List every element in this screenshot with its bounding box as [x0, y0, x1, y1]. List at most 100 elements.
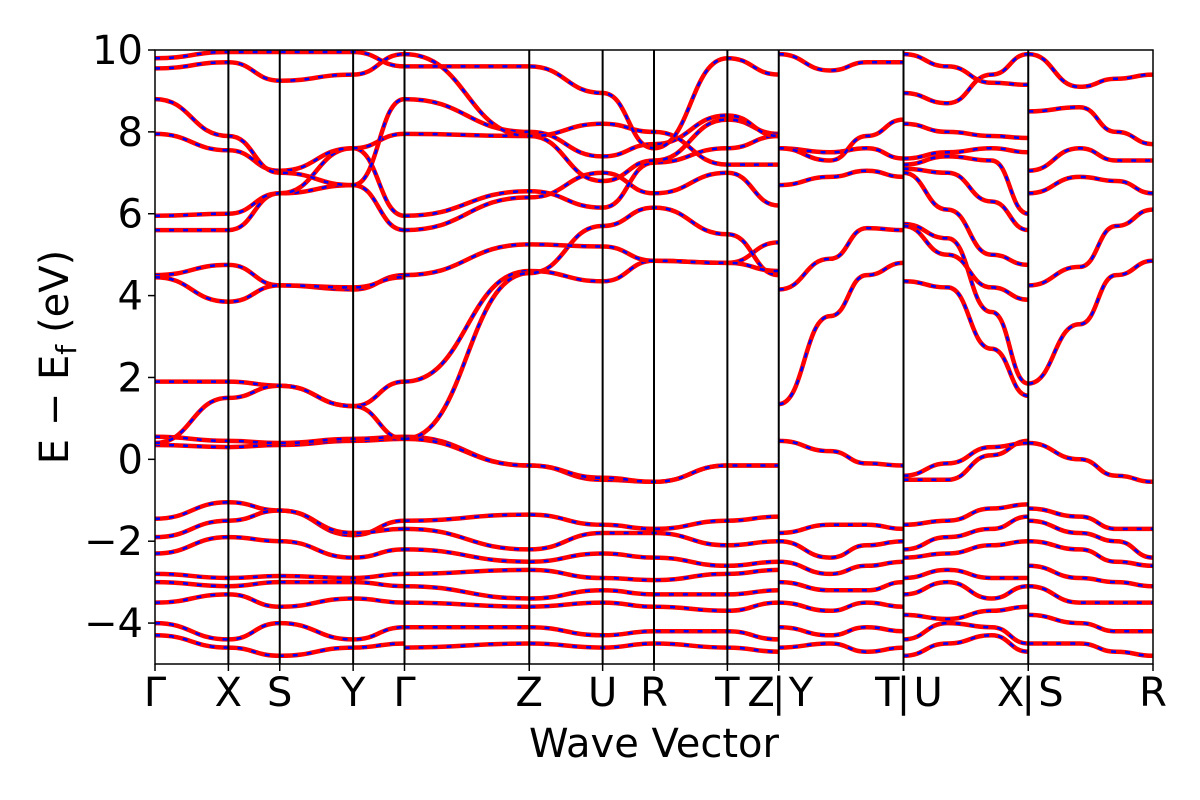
band-line-dashed-overlay: [1028, 52, 1153, 89]
band-line-dashed-overlay: [903, 580, 1029, 600]
y-tick-label: 0: [118, 437, 143, 483]
band-line-dashed-overlay: [903, 171, 1029, 267]
y-tick-label: 2: [118, 355, 143, 401]
band-line-dashed-overlay: [778, 52, 904, 72]
x-tick-label: S: [1038, 670, 1063, 716]
band-line-dashed-overlay: [903, 52, 1029, 105]
band-line: [1027, 258, 1153, 386]
band-line: [778, 225, 904, 292]
band-line-dashed-overlay: [155, 435, 405, 445]
band-line-dashed-overlay: [404, 243, 779, 277]
band-line-dashed-overlay: [778, 625, 904, 637]
y-axis-title: E − Ef (eV): [32, 250, 83, 465]
x-tick-label: T: [874, 670, 900, 716]
band-line-dashed-overlay: [903, 52, 1029, 87]
x-tick-label: Γ: [144, 670, 167, 716]
band-line-dashed-overlay: [903, 224, 1029, 301]
band-line-dashed-overlay: [903, 155, 1029, 215]
band-line: [903, 502, 1029, 528]
y-tick-label: 4: [118, 274, 143, 320]
x-tick-label: Y: [340, 670, 366, 716]
x-tick-label: S: [267, 670, 292, 716]
x-tick-label: T: [714, 670, 740, 716]
high-symmetry-lines: [227, 50, 1030, 664]
y-tick-label: 10: [92, 28, 143, 74]
x-tick-separator: |: [1022, 670, 1035, 716]
band-line-dashed-overlay: [903, 439, 1029, 482]
x-ticks: Γ X S Y Γ Z U R T Z| Y T| U X| S R: [144, 664, 1167, 716]
band-line: [903, 223, 1029, 302]
x-tick-label: Z: [747, 670, 774, 716]
band-line-dashed-overlay: [155, 580, 405, 588]
y-tick-label: −2: [84, 519, 143, 565]
band-line: [404, 242, 779, 278]
band-line: [903, 567, 1029, 581]
band-line-dashed-overlay: [1028, 613, 1153, 633]
band-line: [155, 145, 405, 219]
band-line-dashed-overlay: [1028, 519, 1153, 559]
band-line: [404, 434, 779, 485]
band-line-dashed-overlay: [903, 280, 1029, 398]
band-line-dashed-overlay: [778, 560, 904, 576]
x-tick-separator: |: [897, 670, 910, 716]
band-line: [1028, 105, 1153, 147]
x-tick-label: X: [997, 670, 1024, 716]
band-line-dashed-overlay: [778, 523, 904, 535]
x-tick-label: R: [640, 670, 668, 716]
band-line-dashed-overlay: [1028, 146, 1153, 173]
band-line: [778, 117, 904, 163]
band-line-dashed-overlay: [778, 539, 904, 559]
band-line-dashed-overlay: [155, 132, 405, 173]
x-tick-label: U: [914, 670, 943, 716]
band-line-dashed-overlay: [778, 226, 904, 291]
band-line: [903, 633, 1029, 659]
band-line: [903, 538, 1029, 560]
band-line: [903, 121, 1029, 141]
x-tick-label: Γ: [393, 670, 416, 716]
band-line: [1028, 440, 1153, 485]
band-line: [778, 260, 904, 407]
band-line: [404, 624, 779, 642]
band-line-dashed-overlay: [1028, 539, 1153, 568]
band-line-dashed-overlay: [1028, 175, 1153, 195]
y-axis-title-subscript: f: [50, 344, 83, 355]
band-line-dashed-overlay: [404, 206, 779, 441]
x-tick-label: Z: [516, 670, 543, 716]
band-line: [1028, 51, 1153, 90]
band-line: [778, 438, 904, 468]
band-line-dashed-overlay: [778, 439, 904, 467]
x-tick-label: Y: [788, 670, 814, 716]
band-line-dashed-overlay: [778, 601, 904, 613]
band-line: [903, 604, 1029, 622]
band-line-dashed-overlay: [1028, 584, 1153, 604]
band-line: [903, 579, 1029, 601]
y-ticks: −4 −2 0 2 4 6 8 10: [84, 28, 155, 647]
y-axis-title-unit: (eV): [32, 250, 78, 333]
band-line: [778, 51, 904, 73]
y-tick-label: 6: [118, 192, 143, 238]
band-line: [404, 547, 779, 569]
x-tick-label: X: [215, 670, 242, 716]
band-line: [903, 51, 1029, 88]
band-line: [903, 145, 1029, 161]
y-tick-label: −4: [84, 601, 143, 647]
band-line-dashed-overlay: [903, 621, 1029, 645]
band-line: [1028, 583, 1153, 605]
band-line-dashed-overlay: [903, 167, 1029, 232]
x-tick-separator: |: [772, 670, 785, 716]
band-line-dashed-overlay: [404, 435, 779, 484]
y-axis-title-main: E − E: [32, 355, 78, 465]
band-line-dashed-overlay: [155, 572, 405, 580]
band-line-dashed-overlay: [404, 527, 779, 551]
band-line: [1028, 641, 1153, 659]
band-line: [404, 512, 779, 532]
band-line-dashed-overlay: [778, 580, 904, 592]
x-tick-label: U: [588, 670, 617, 716]
band-line-dashed-overlay: [778, 642, 904, 653]
y-tick-label: 8: [118, 110, 143, 156]
band-line-dashed-overlay: [155, 97, 405, 187]
band-line: [903, 514, 1029, 552]
band-line: [1028, 174, 1153, 196]
band-line-dashed-overlay: [404, 97, 779, 158]
band-line-dashed-overlay: [1028, 106, 1153, 146]
